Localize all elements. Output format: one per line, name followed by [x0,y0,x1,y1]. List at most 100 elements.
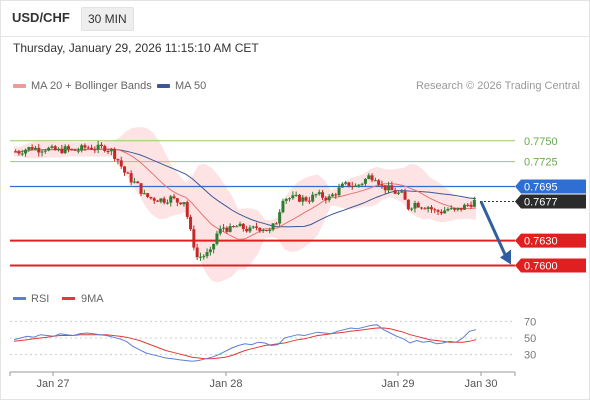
candle-body [109,148,113,152]
candle-body [357,184,361,186]
level-label: 0.7630 [524,236,558,248]
candle-body [453,208,457,210]
candle-body [344,182,348,184]
candle-body [192,229,196,248]
timeframe-badge[interactable]: 30 MIN [81,7,134,31]
rsi-swatch [13,297,26,300]
level-tag-bg [515,194,586,209]
candle-body [37,147,41,153]
candle-body [222,227,226,229]
candle-body [396,192,400,194]
candle-body [420,207,424,209]
candle-body [278,212,282,224]
bollinger-band [14,127,476,283]
level-label: 0.7677 [524,196,558,208]
candle-body [330,194,334,197]
candle-body [152,198,156,201]
candle-body [416,202,420,208]
candle-body [172,196,176,199]
candle-body [370,175,374,181]
candle-body [47,147,51,151]
candle-body [337,187,341,196]
legend-ma50: MA 50 [157,80,206,92]
candle-body [106,151,110,153]
candle-body [195,247,199,258]
candle-body [159,198,163,202]
candle-body [433,209,437,211]
candle-body [446,209,450,211]
candle-body [238,223,242,227]
ma20-swatch [13,84,26,88]
time-axis: Jan 27 Jan 28 Jan 29 Jan 30 [9,371,516,390]
candle-body [116,159,120,161]
candle-body [321,192,325,198]
forecast-arrow-shaft [479,200,507,256]
rsi-line [13,324,477,362]
level-tag-support: 0.7630 [515,233,586,248]
research-credit: Research © 2026 Trading Central [415,80,580,92]
candle-body [406,199,410,210]
candle-body [449,208,453,210]
candle-body [245,228,249,232]
candle-body [17,151,21,154]
candle-body [281,200,285,213]
candle-body [387,185,391,191]
candle-body [208,249,212,253]
timestamp: Thursday, January 29, 2026 11:15:10 AM C… [13,41,259,55]
candle-body [410,208,414,210]
forecast-arrow-head [500,249,511,265]
candle-body [274,223,278,225]
level-tag-current: 0.7677 [515,194,586,209]
candle-body [360,183,364,185]
candle-body [14,151,18,153]
candle-body [436,210,440,212]
candle-body [126,172,130,174]
candle-body [413,202,417,209]
level-labels: 0.7750 0.7725 0.7695 0.7677 0.7630 0.7600 [515,136,586,273]
candle-body [27,147,31,150]
candle-body [373,180,377,182]
candle-body [182,202,186,205]
candle-body [73,149,77,151]
candle-body [241,223,245,229]
candle-body [225,227,229,232]
candle-body [169,196,173,203]
candle-body [132,181,136,183]
candle-body [301,197,305,202]
candle-body [284,198,288,201]
ma50-swatch [157,84,170,88]
candle-body [400,191,404,193]
candle-body [466,204,470,206]
rsi-ma9-line [13,327,477,360]
candle-body [142,193,146,195]
candle-body [314,194,318,196]
candle-body [327,196,331,201]
candle-body [380,184,384,186]
rsi-ma-swatch [62,297,75,300]
symbol-title: USD/CHF [12,10,70,25]
candle-body [93,149,97,151]
forecast-arrow [479,200,511,265]
candle-body [139,183,143,194]
candle-body [268,229,272,232]
header-divider [0,36,590,37]
candle-body [198,256,202,258]
rsi-tick-label: 30 [524,350,536,362]
rsi-panel: 70 50 30 [10,316,536,362]
candle-body [119,160,123,167]
candle-body [462,204,466,210]
candle-body [70,149,74,151]
candle-body [179,202,183,205]
candle-body [189,216,193,230]
ma50-label: MA 50 [175,80,207,92]
candle-body [317,192,321,195]
candle-body [185,202,189,217]
candle-body [377,180,381,185]
candle-body [63,146,67,154]
level-label: 0.7600 [524,261,558,273]
rsi-tick-label: 70 [524,316,536,328]
candle-body [96,144,100,150]
candle-body [393,190,397,194]
candle-body [363,178,367,184]
candle-body [162,198,166,203]
